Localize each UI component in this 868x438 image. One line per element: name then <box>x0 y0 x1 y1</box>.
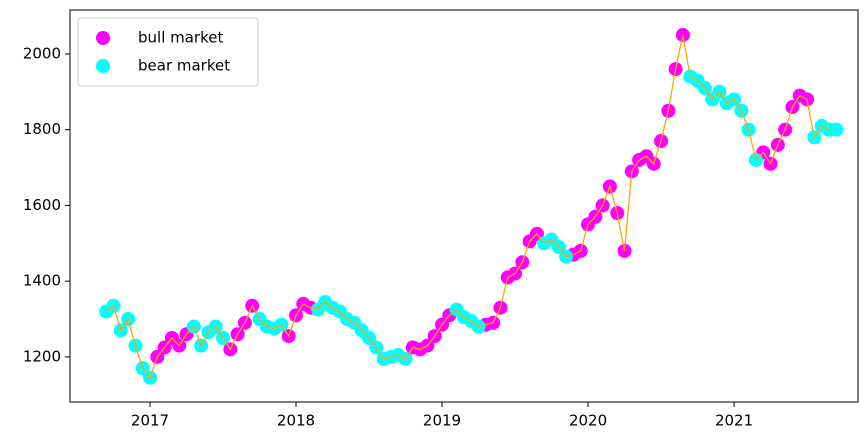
x-tick-label: 2021 <box>715 412 753 430</box>
x-tick-label: 2020 <box>569 412 607 430</box>
legend-marker <box>96 31 110 45</box>
x-tick-label: 2019 <box>423 412 461 430</box>
plot-frame <box>69 9 859 403</box>
y-tick-label: 1400 <box>23 272 61 290</box>
legend-label: bull market <box>138 29 223 47</box>
y-tick-label: 1200 <box>23 347 61 365</box>
legend-marker <box>96 59 110 73</box>
y-tick-label: 1600 <box>23 196 61 214</box>
y-tick-label: 1800 <box>23 120 61 138</box>
point <box>829 122 844 137</box>
x-tick-label: 2017 <box>131 412 169 430</box>
legend-label: bear market <box>138 57 230 75</box>
line <box>105 34 837 380</box>
x-tick-label: 2018 <box>277 412 315 430</box>
legend-box <box>77 17 259 87</box>
y-tick-label: 2000 <box>23 44 61 62</box>
